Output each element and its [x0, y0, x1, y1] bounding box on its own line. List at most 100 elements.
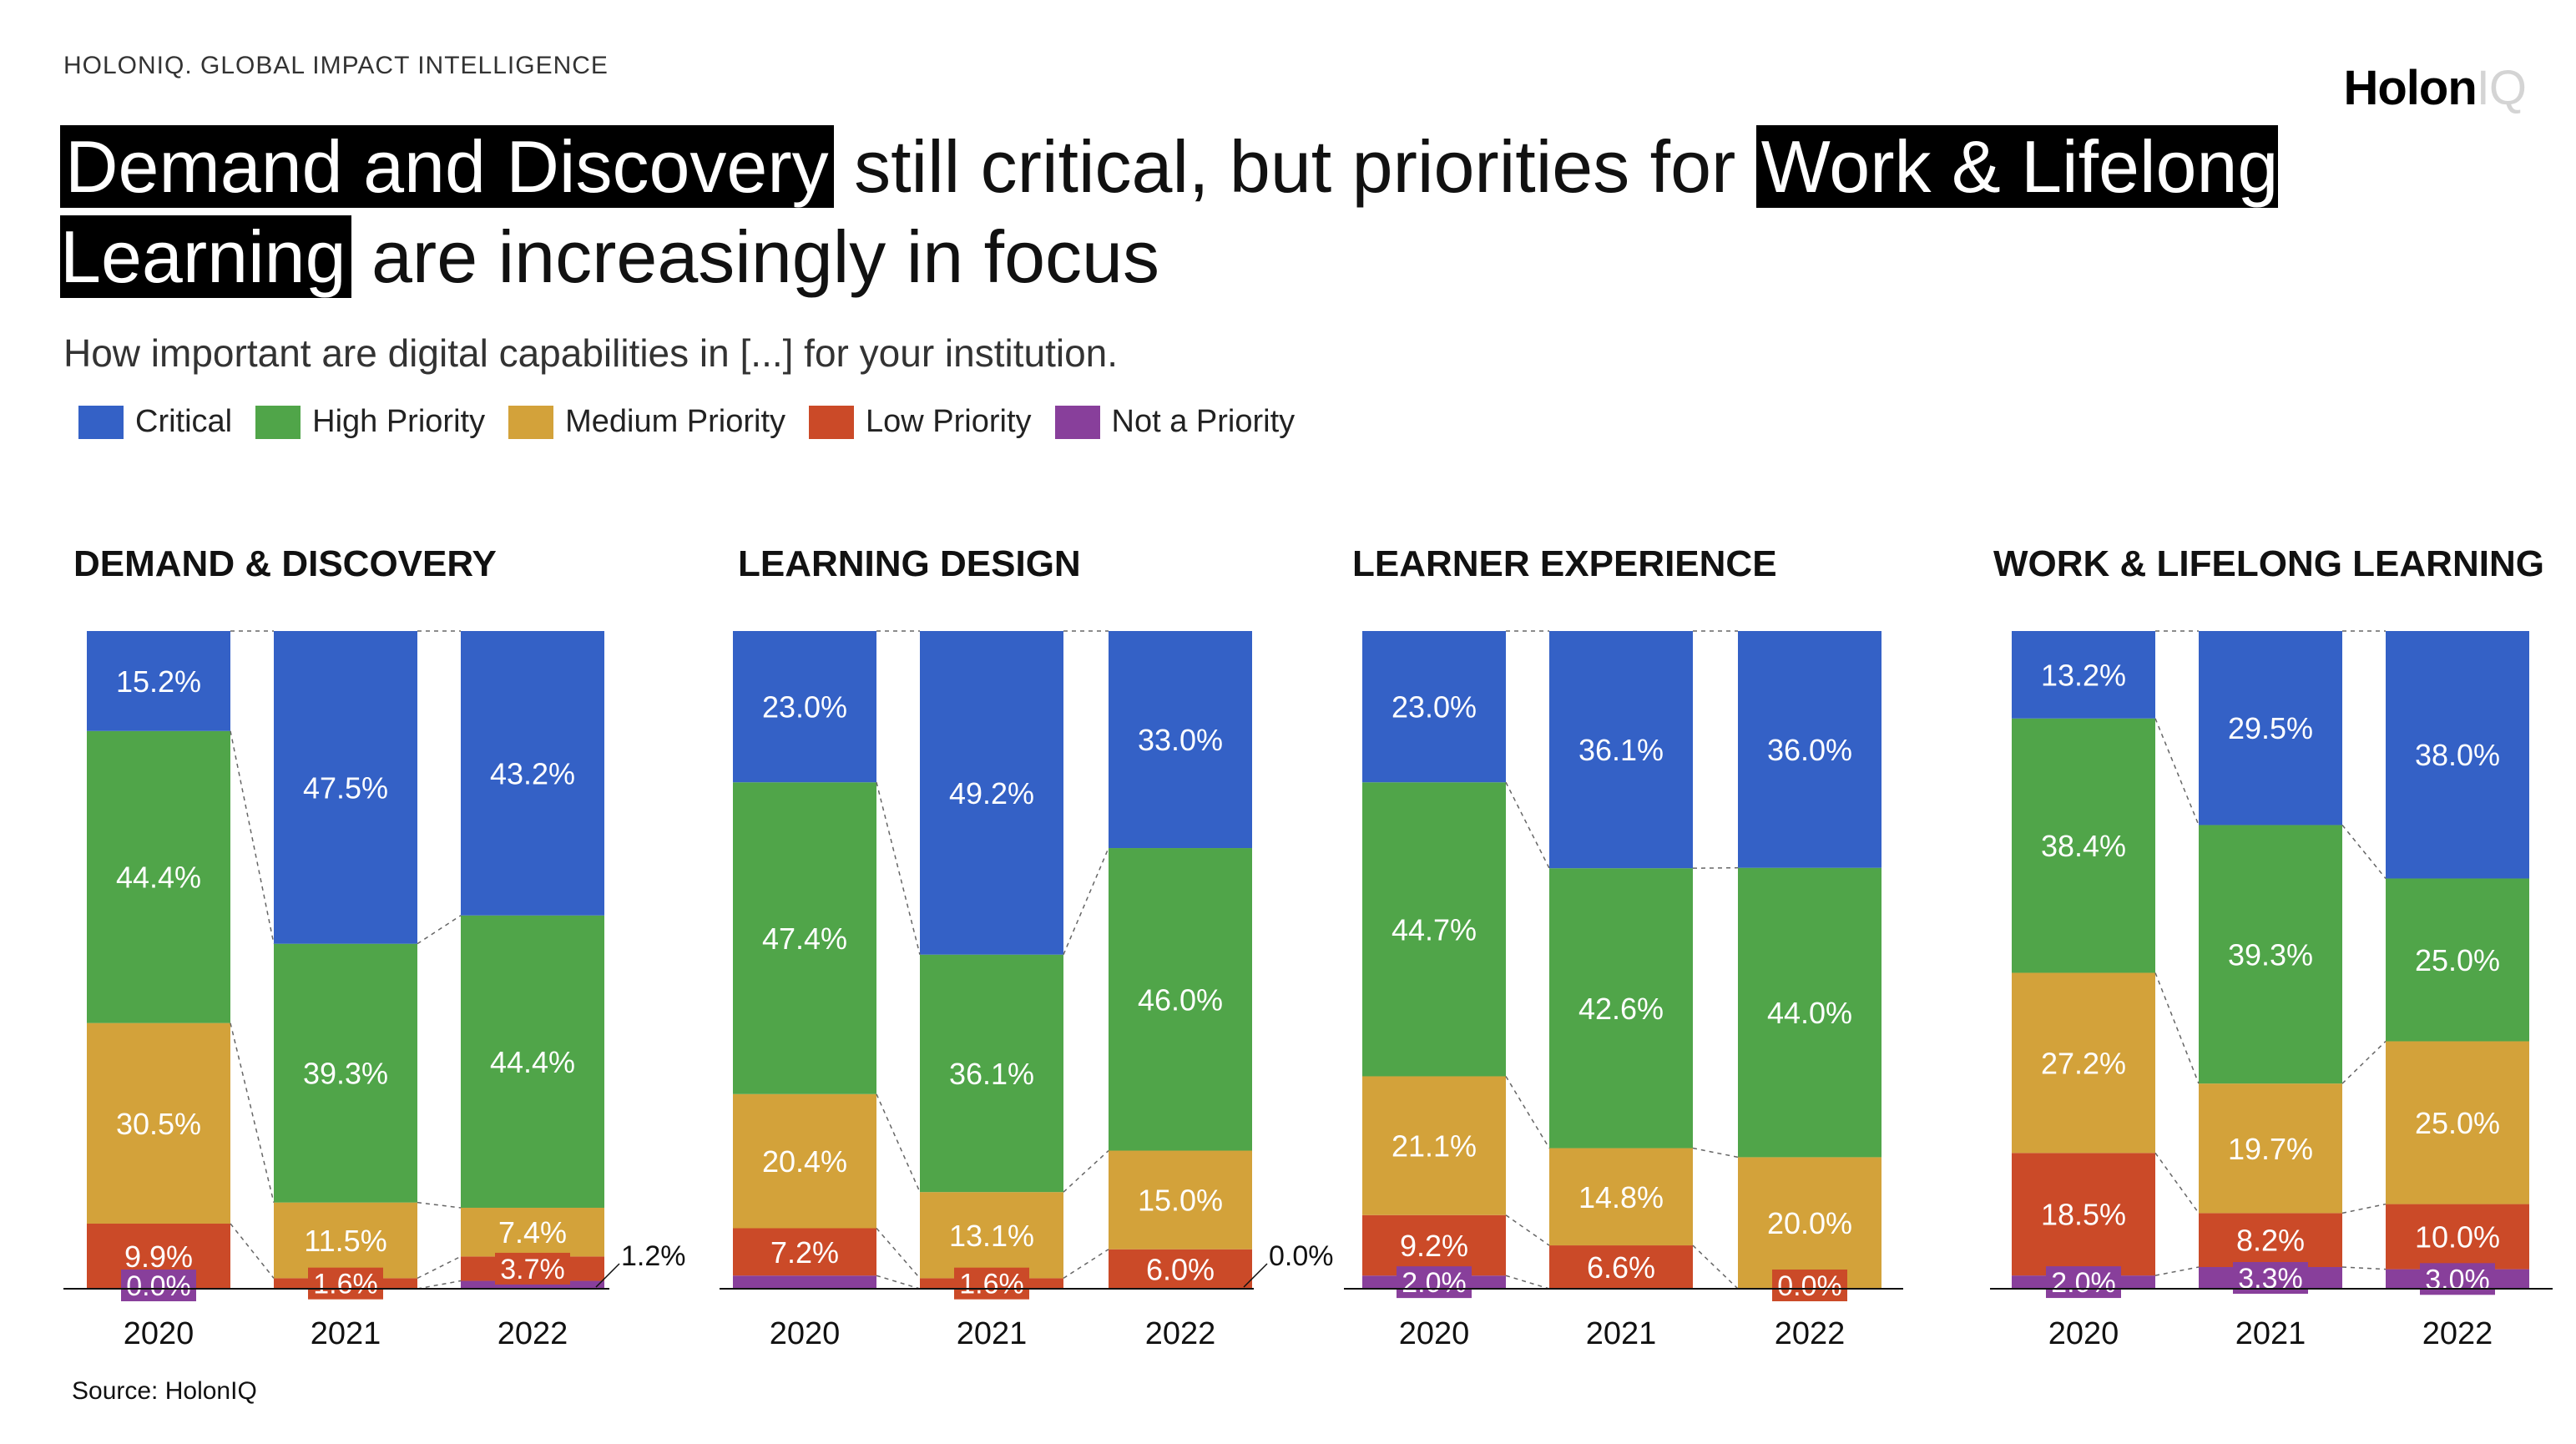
data-label: 6.0% — [1146, 1252, 1215, 1286]
data-label: 14.8% — [1578, 1180, 1664, 1214]
data-label-box — [308, 1267, 383, 1300]
legend-label: High Priority — [312, 404, 486, 439]
bar-segment — [274, 943, 417, 1203]
data-label: 18.5% — [2041, 1198, 2126, 1232]
connector-line — [417, 915, 462, 945]
data-label: 13.2% — [2041, 658, 2126, 692]
brand-logo-bold: Holon — [2343, 61, 2477, 115]
data-label: 36.0% — [1767, 733, 1852, 767]
bar-segment — [733, 1093, 876, 1229]
connector-line — [417, 1201, 462, 1209]
data-label: 1.6% — [959, 1269, 1024, 1300]
bar-segment — [2199, 1213, 2342, 1267]
x-tick-label: 2021 — [957, 1316, 1028, 1351]
bar-segment — [461, 1207, 604, 1257]
connector-line — [1505, 1214, 1550, 1246]
legend: Critical High Priority Medium Priority L… — [78, 404, 1318, 440]
connector-line — [876, 1093, 921, 1193]
data-label: 25.0% — [2415, 943, 2500, 977]
connector-line — [230, 730, 275, 944]
data-label: 2.0% — [2051, 1267, 2116, 1299]
bar-segment — [274, 631, 417, 944]
legend-swatch — [78, 405, 124, 439]
data-label: 44.7% — [1392, 912, 1477, 947]
subtitle: How important are digital capabilities i… — [63, 331, 1119, 375]
headline-highlight-1: Demand and Discovery — [60, 125, 834, 208]
connector-line — [2341, 1266, 2387, 1270]
kicker: HOLONIQ. GLOBAL IMPACT INTELLIGENCE — [63, 52, 609, 79]
legend-item-not: Not a Priority — [1054, 404, 1295, 440]
data-label: 36.1% — [949, 1057, 1034, 1091]
connector-line — [417, 1255, 462, 1280]
chart-title-demand-discovery: DEMAND & DISCOVERY — [73, 543, 497, 584]
data-label: 6.6% — [1587, 1250, 1655, 1285]
data-label-outside: 0.0% — [1269, 1240, 1334, 1272]
connector-line — [876, 1228, 921, 1279]
connector-line — [230, 1022, 275, 1203]
legend-item-low: Low Priority — [809, 404, 1032, 440]
bar-segment — [920, 631, 1063, 955]
connector-line — [2154, 718, 2200, 826]
data-label: 0.0% — [126, 1270, 191, 1302]
chart-title-work-lifelong-learning: WORK & LIFELONG LEARNING — [1993, 543, 2544, 584]
x-tick-label: 2020 — [2048, 1316, 2119, 1351]
headline-text-1: still critical, but priorities for — [833, 125, 1756, 208]
x-tick-label: 2020 — [770, 1316, 841, 1351]
leader-line — [595, 1263, 620, 1288]
bar-segment — [1362, 1214, 1506, 1276]
bar-segment — [2199, 631, 2342, 826]
x-tick-label: 2021 — [2235, 1316, 2306, 1351]
bar-segment — [1109, 631, 1252, 849]
chart-title-learner-experience: LEARNER EXPERIENCE — [1352, 543, 1777, 584]
data-label: 15.0% — [1138, 1184, 1223, 1218]
data-label: 3.3% — [2238, 1263, 2303, 1295]
data-label: 7.4% — [498, 1215, 567, 1250]
bar-segment — [2012, 631, 2155, 719]
data-label: 8.2% — [2236, 1224, 2305, 1258]
bar-segment — [461, 631, 604, 916]
x-tick-label: 2020 — [124, 1316, 194, 1351]
bar-segment — [1109, 848, 1252, 1151]
bar-segment — [733, 782, 876, 1094]
legend-item-critical: Critical — [78, 404, 232, 440]
legend-swatch — [508, 405, 554, 439]
bar-segment — [1362, 1076, 1506, 1215]
data-label-box — [1397, 1266, 1472, 1299]
data-label: 44.4% — [116, 861, 201, 895]
connector-line — [230, 1223, 275, 1279]
connector-line — [1505, 781, 1550, 869]
legend-label: Medium Priority — [565, 404, 786, 439]
bar-segment — [920, 954, 1063, 1193]
data-label: 23.0% — [1392, 690, 1477, 725]
data-label: 30.5% — [116, 1107, 201, 1141]
connector-line — [2341, 824, 2387, 879]
data-label: 15.2% — [116, 664, 201, 699]
bar-segment — [2012, 718, 2155, 973]
data-label-box — [1772, 1270, 1847, 1301]
bar-segment — [2386, 1041, 2529, 1204]
bar-segment — [1362, 631, 1506, 783]
data-label-box — [121, 1270, 196, 1301]
bar-segment — [733, 1228, 876, 1276]
bar-segment — [1109, 1150, 1252, 1250]
bar-segment — [2386, 631, 2529, 879]
data-label: 47.4% — [762, 921, 847, 956]
data-label: 43.2% — [490, 756, 575, 790]
bar-segment — [2386, 1204, 2529, 1270]
data-label: 39.3% — [303, 1057, 388, 1091]
bar-segment — [1549, 868, 1693, 1149]
bar-segment — [87, 1022, 230, 1224]
data-label: 20.0% — [1767, 1206, 1852, 1240]
bar-segment — [1109, 1249, 1252, 1289]
connector-line — [876, 782, 921, 955]
connector-line — [1505, 1076, 1550, 1149]
legend-label: Critical — [135, 404, 233, 439]
bar-segment — [1549, 631, 1693, 869]
connector-line — [1063, 847, 1109, 955]
data-label: 49.2% — [949, 776, 1034, 810]
source-note: Source: HolonIQ — [72, 1377, 257, 1405]
connector-line — [2154, 972, 2200, 1084]
leader-line — [1243, 1263, 1268, 1288]
connector-line — [1063, 1149, 1109, 1193]
data-label-box — [954, 1267, 1029, 1300]
